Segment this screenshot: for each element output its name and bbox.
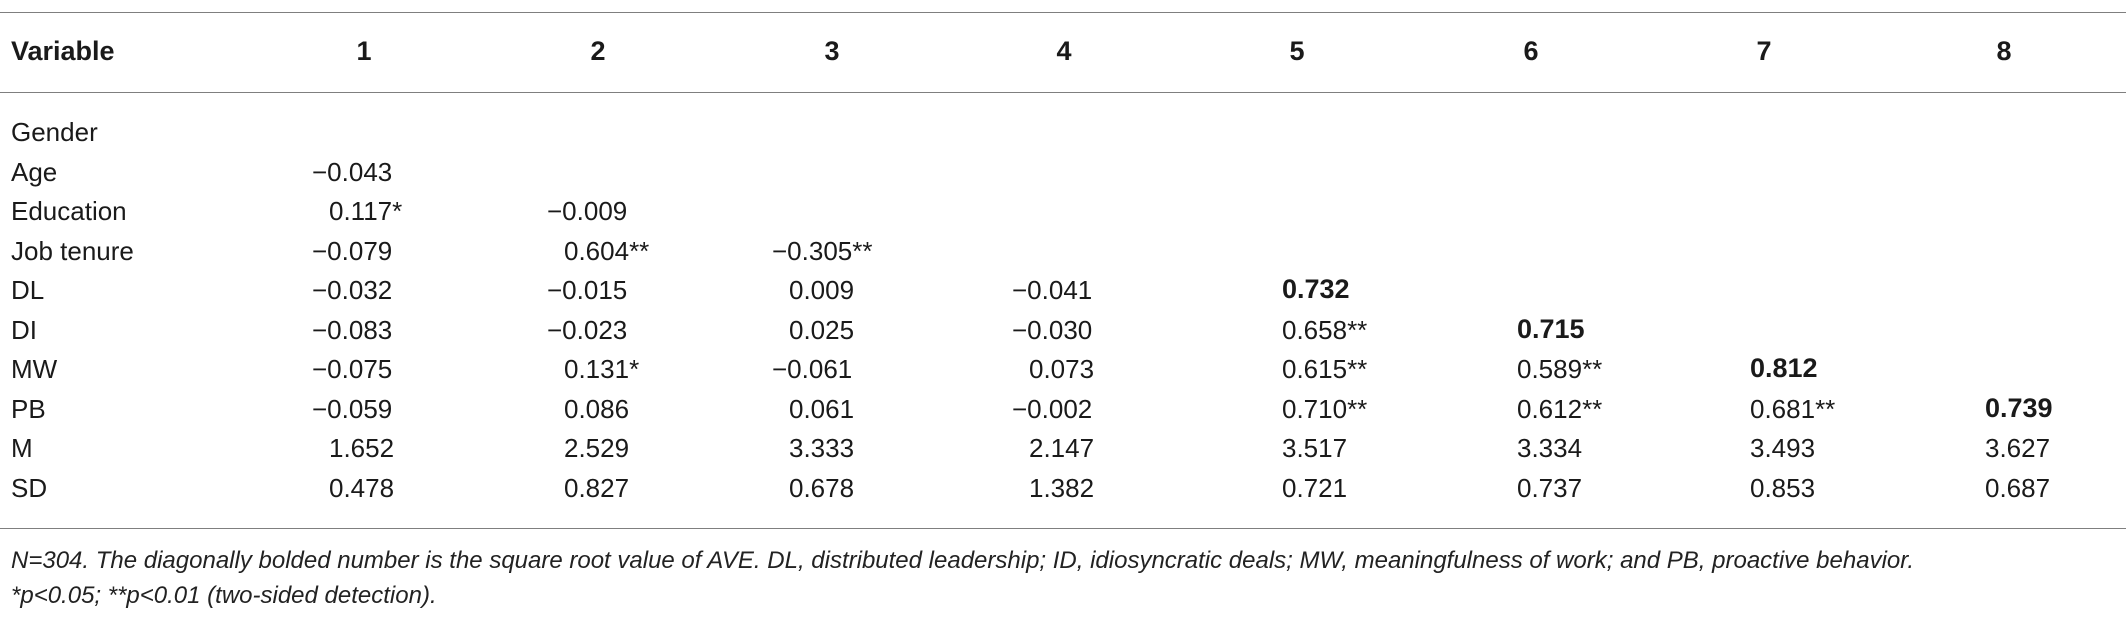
- table-cell: 0.009: [789, 275, 855, 305]
- table-cell: 0.025: [789, 315, 855, 345]
- table-cell: −0.059: [312, 394, 393, 424]
- table-cell: −0.083: [312, 315, 393, 345]
- table-cell: 0.589**: [1517, 354, 1603, 384]
- table-cell: −0.023: [547, 315, 628, 345]
- bottom-rule: [0, 528, 2126, 529]
- row-label: M: [11, 433, 33, 463]
- table-cell: 0.604**: [564, 236, 650, 266]
- table-cell: 0.061: [789, 394, 855, 424]
- header-col-3: 3: [824, 36, 840, 66]
- header-rule: [0, 92, 2126, 93]
- table-cell: −0.305**: [772, 236, 873, 266]
- table-cell: 3.333: [789, 433, 855, 463]
- table-cell: −0.015: [547, 275, 628, 305]
- diagonal-value: 0.715: [1517, 314, 1585, 344]
- row-label: Job tenure: [11, 236, 134, 266]
- row-label: DL: [11, 275, 45, 305]
- table-cell: 0.658**: [1282, 315, 1368, 345]
- row-label: DI: [11, 315, 37, 345]
- table-cell: 0.478: [329, 473, 395, 503]
- header-col-4: 4: [1056, 36, 1072, 66]
- top-rule: [0, 12, 2126, 13]
- table-cell: −0.032: [312, 275, 393, 305]
- header-col-1: 1: [356, 36, 372, 66]
- table-cell: −0.041: [1012, 275, 1093, 305]
- table-cell: 0.131*: [564, 354, 640, 384]
- table-cell: −0.002: [1012, 394, 1093, 424]
- table-cell: 0.073: [1029, 354, 1095, 384]
- table-cell: 1.382: [1029, 473, 1095, 503]
- table-cell: 0.612**: [1517, 394, 1603, 424]
- row-label: Gender: [11, 117, 98, 147]
- table-cell: 1.652: [329, 433, 395, 463]
- header-col-7: 7: [1756, 36, 1772, 66]
- table-cell: −0.061: [772, 354, 853, 384]
- table-cell: 0.853: [1750, 473, 1816, 503]
- table-cell: 3.334: [1517, 433, 1583, 463]
- table-cell: 0.086: [564, 394, 630, 424]
- table-cell: −0.009: [547, 196, 628, 226]
- header-variable: Variable: [11, 36, 115, 66]
- table-cell: 2.529: [564, 433, 630, 463]
- row-label: SD: [11, 473, 48, 503]
- table-cell: 0.615**: [1282, 354, 1368, 384]
- table-cell: 0.687: [1985, 473, 2051, 503]
- diagonal-value: 0.812: [1750, 353, 1818, 383]
- table-cell: 0.721: [1282, 473, 1348, 503]
- table-cell: 2.147: [1029, 433, 1095, 463]
- header-col-2: 2: [590, 36, 606, 66]
- table-cell: −0.030: [1012, 315, 1093, 345]
- table-cell: 0.117*: [329, 196, 403, 226]
- table-cell: 0.681**: [1750, 394, 1836, 424]
- header-col-8: 8: [1996, 36, 2012, 66]
- footnote-line-1: N=304. The diagonally bolded number is t…: [11, 547, 1915, 574]
- table-cell: −0.079: [312, 236, 393, 266]
- table-cell: 3.517: [1282, 433, 1348, 463]
- row-label: Age: [11, 157, 58, 187]
- table-cell: −0.075: [312, 354, 393, 384]
- table-cell: 0.710**: [1282, 394, 1368, 424]
- table-cell: 3.493: [1750, 433, 1816, 463]
- header-col-6: 6: [1523, 36, 1539, 66]
- table-cell: 0.737: [1517, 473, 1583, 503]
- table-cell: 0.678: [789, 473, 855, 503]
- diagonal-value: 0.739: [1985, 393, 2053, 423]
- row-label: MW: [11, 354, 58, 384]
- table-cell: 0.827: [564, 473, 630, 503]
- footnote-line-2: *p<0.05; **p<0.01 (two-sided detection).: [11, 582, 437, 609]
- table-cell: 3.627: [1985, 433, 2051, 463]
- diagonal-value: 0.732: [1282, 274, 1350, 304]
- row-label: Education: [11, 196, 127, 226]
- table-cell: −0.043: [312, 157, 393, 187]
- header-col-5: 5: [1289, 36, 1305, 66]
- row-label: PB: [11, 394, 46, 424]
